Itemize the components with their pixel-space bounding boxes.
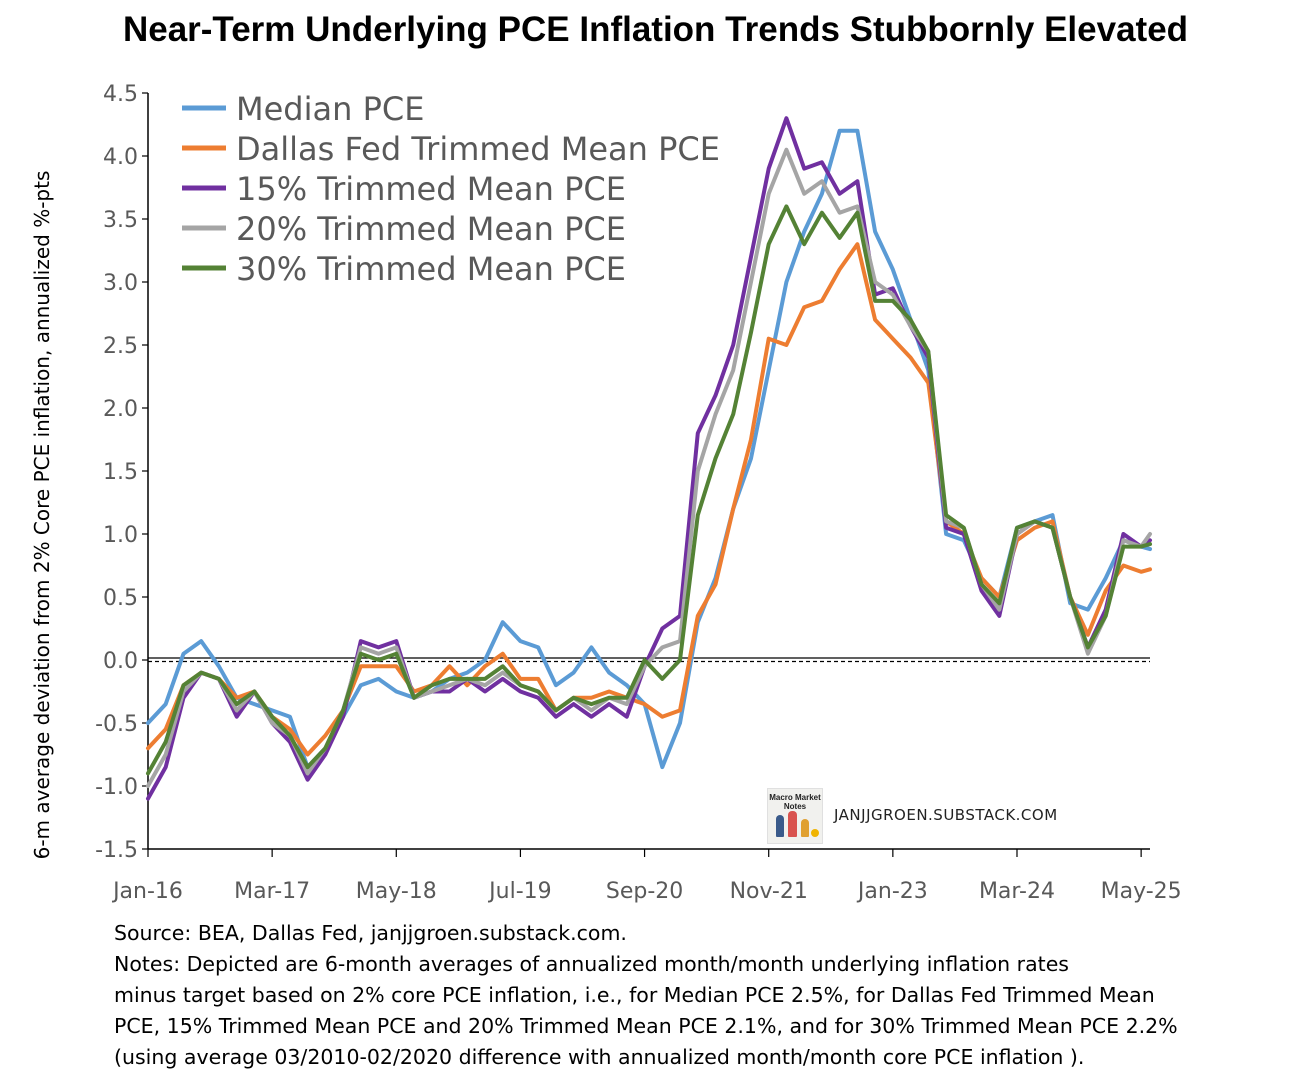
logo-figure-1: [776, 815, 784, 837]
notes-line-1: Notes: Depicted are 6-month averages of …: [114, 952, 1069, 976]
y-tick-label: 0.0: [103, 649, 138, 674]
legend-label: Median PCE: [236, 90, 424, 128]
x-tick-label: May-25: [1101, 879, 1182, 904]
y-tick-label: 1.0: [103, 523, 138, 548]
y-tick-label: -0.5: [95, 712, 138, 737]
legend-label: 20% Trimmed Mean PCE: [236, 210, 626, 248]
source-line: Source: BEA, Dallas Fed, janjjgroen.subs…: [114, 921, 627, 945]
notes-line-2: minus target based on 2% core PCE inflat…: [114, 983, 1155, 1007]
logo-figure-3: [801, 819, 809, 837]
y-tick-label: 2.0: [103, 397, 138, 422]
macro-market-notes-logo: Macro Market Notes: [767, 788, 823, 844]
x-axis-ticks: Jan-16 Mar-17 May-18 Jul-19 Sep-20 Nov-21 Jan-…: [111, 849, 1182, 904]
y-tick-label: -1.0: [95, 775, 138, 800]
x-tick-label: Jan-16: [111, 879, 183, 904]
y-tick-label: 2.5: [103, 334, 138, 359]
chart-title: Near-Term Underlying PCE Inflation Trend…: [122, 10, 1189, 49]
legend-label: 30% Trimmed Mean PCE: [236, 250, 626, 288]
x-tick-label: Jan-23: [856, 879, 928, 904]
legend-label: Dallas Fed Trimmed Mean PCE: [236, 130, 720, 168]
x-tick-label: Mar-17: [234, 879, 310, 904]
legend-label: 15% Trimmed Mean PCE: [236, 170, 626, 208]
notes-line-3: PCE, 15% Trimmed Mean PCE and 20% Trimme…: [114, 1014, 1178, 1038]
series-line-2: [146, 242, 1152, 757]
x-tick-label: Nov-21: [730, 879, 808, 904]
logo-figure-2: [788, 811, 797, 837]
series-line-3: [146, 116, 1152, 801]
y-axis-ticks: -1.5 -1.0 -0.5 0.0 0.5 1.0 1.5 2.0 2.5 3.0 3.5 4.0 4…: [95, 82, 148, 863]
x-tick-label: Jul-19: [487, 879, 551, 904]
line-chart: 6-m average deviation from 2% Core PCE i…: [30, 82, 1182, 904]
y-tick-label: 1.5: [103, 460, 138, 485]
y-axis-label-group: 6-m average deviation from 2% Core PCE i…: [30, 171, 54, 860]
y-tick-label: 0.5: [103, 586, 138, 611]
source-notes: Source: BEA, Dallas Fed, janjjgroen.subs…: [114, 918, 1304, 1073]
y-tick-label: 4.5: [103, 82, 138, 107]
x-tick-label: Mar-24: [979, 879, 1055, 904]
logo-coin: [811, 829, 819, 837]
y-axis-label: 6-m average deviation from 2% Core PCE i…: [30, 171, 54, 860]
series-lines: [146, 116, 1152, 801]
y-tick-label: -1.5: [95, 838, 138, 863]
logo-text: Macro Market Notes: [769, 793, 821, 811]
y-tick-label: 3.5: [103, 208, 138, 233]
watermark-text: JANJJGROEN.SUBSTACK.COM: [834, 806, 1058, 824]
series-line-4: [146, 147, 1152, 788]
y-tick-label: 3.0: [103, 271, 138, 296]
x-tick-label: Sep-20: [606, 879, 683, 904]
y-tick-label: 4.0: [103, 145, 138, 170]
series-line-5: [146, 204, 1152, 776]
notes-line-4: (using average 03/2010-02/2020 differenc…: [114, 1045, 1085, 1069]
x-tick-label: May-18: [356, 879, 437, 904]
